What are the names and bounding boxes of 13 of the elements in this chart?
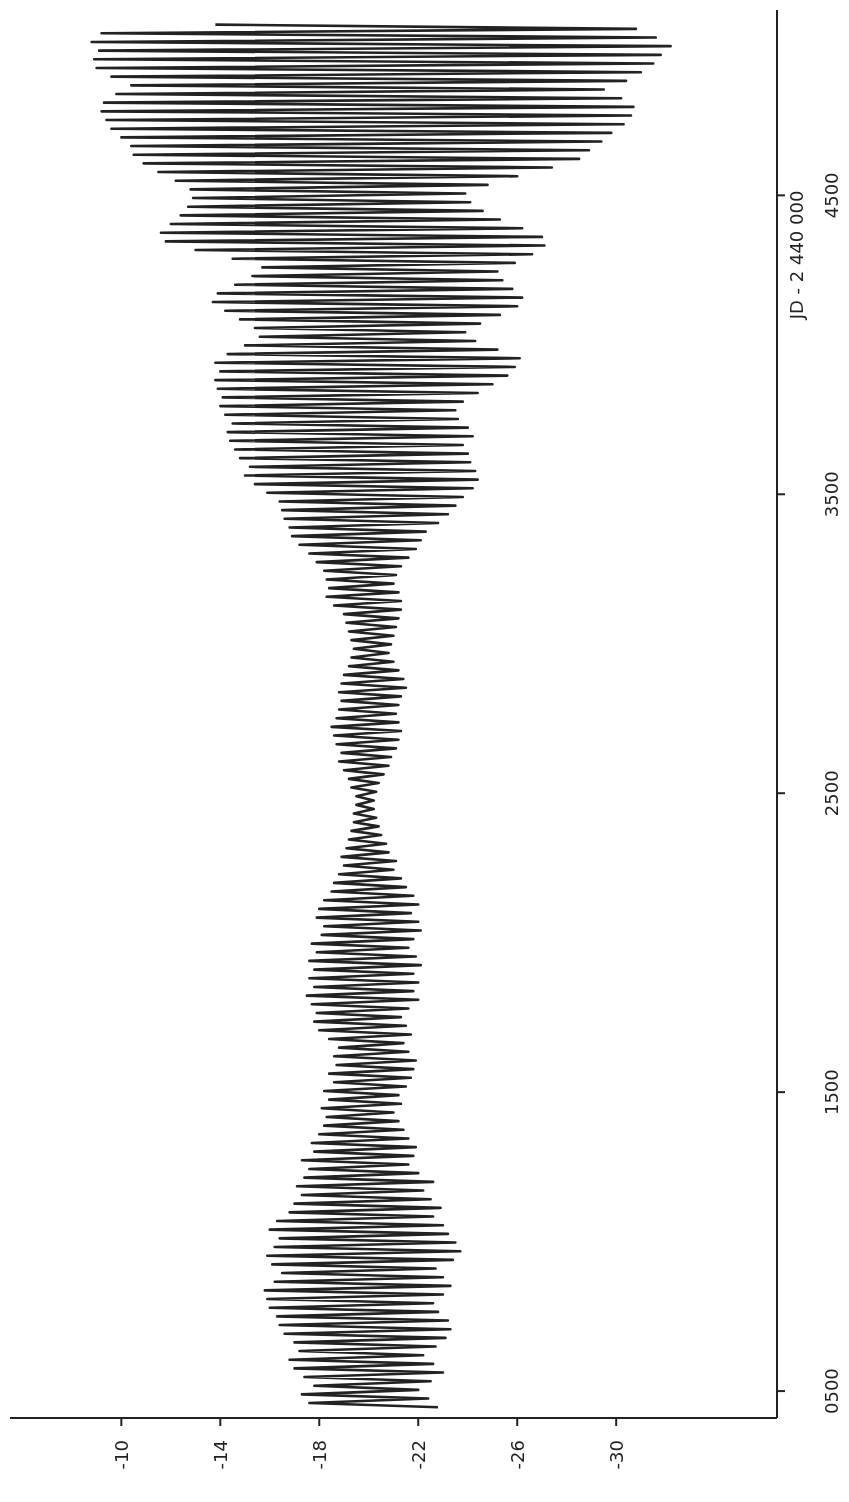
y-tick-label: 2500	[821, 770, 843, 817]
line-series	[90, 23, 672, 1409]
x-tick-label: -14	[209, 1440, 231, 1470]
y-axis-title: JD - 2 440 000	[786, 190, 808, 321]
x-tick-label: -26	[506, 1440, 528, 1470]
x-tick-label: -18	[308, 1440, 330, 1470]
y-tick-label: 4500	[821, 172, 843, 219]
x-tick-label: -10	[110, 1440, 132, 1470]
y-tick-label: 1500	[821, 1069, 843, 1116]
y-tick-label: 0500	[821, 1368, 843, 1414]
x-tick-label: -30	[605, 1440, 627, 1470]
x-tick-label: -22	[407, 1440, 429, 1470]
y-tick-label: 3500	[821, 471, 843, 518]
